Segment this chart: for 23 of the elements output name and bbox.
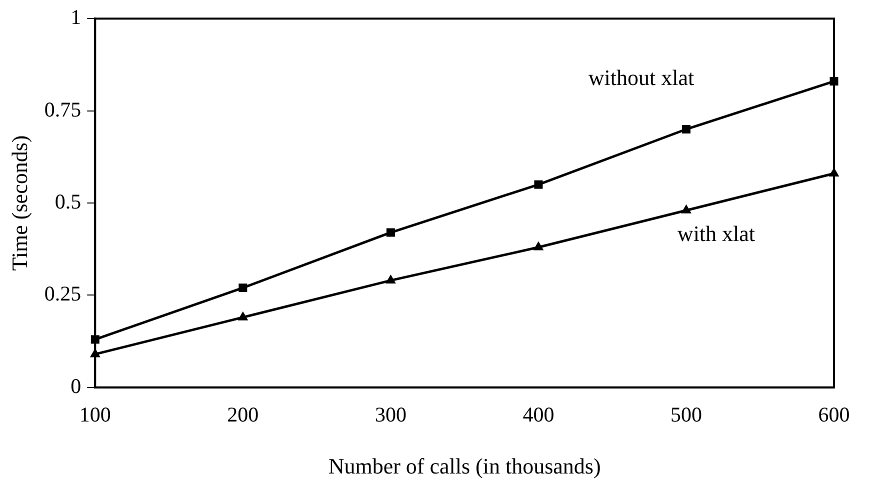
- point: [534, 180, 543, 189]
- point: [385, 274, 396, 284]
- y-tick-label: 0.5: [54, 190, 82, 214]
- x-tick-label: 400: [522, 402, 554, 427]
- point: [238, 311, 248, 320]
- point: [386, 228, 395, 237]
- point: [533, 241, 544, 250]
- point: [238, 284, 248, 292]
- y-tick-label: 0.75: [44, 97, 82, 122]
- y-tick-label: 1: [70, 5, 82, 30]
- x-axis-title: Number of calls (in thousands): [328, 454, 601, 479]
- x-tick-label: 300: [374, 402, 406, 427]
- y-tick-label: 0.25: [44, 282, 82, 306]
- point: [681, 204, 692, 214]
- x-tick-label: 600: [818, 402, 850, 427]
- x-tick-label: 500: [670, 402, 702, 427]
- x-tick-label: 200: [227, 402, 259, 427]
- point: [682, 125, 690, 134]
- series-label: without xlat: [588, 65, 694, 90]
- y-tick-label: 0: [70, 374, 82, 398]
- y-axis-title: Time (seconds): [6, 135, 32, 271]
- x-tick-label: 100: [79, 402, 111, 427]
- series-label: with xlat: [677, 221, 756, 246]
